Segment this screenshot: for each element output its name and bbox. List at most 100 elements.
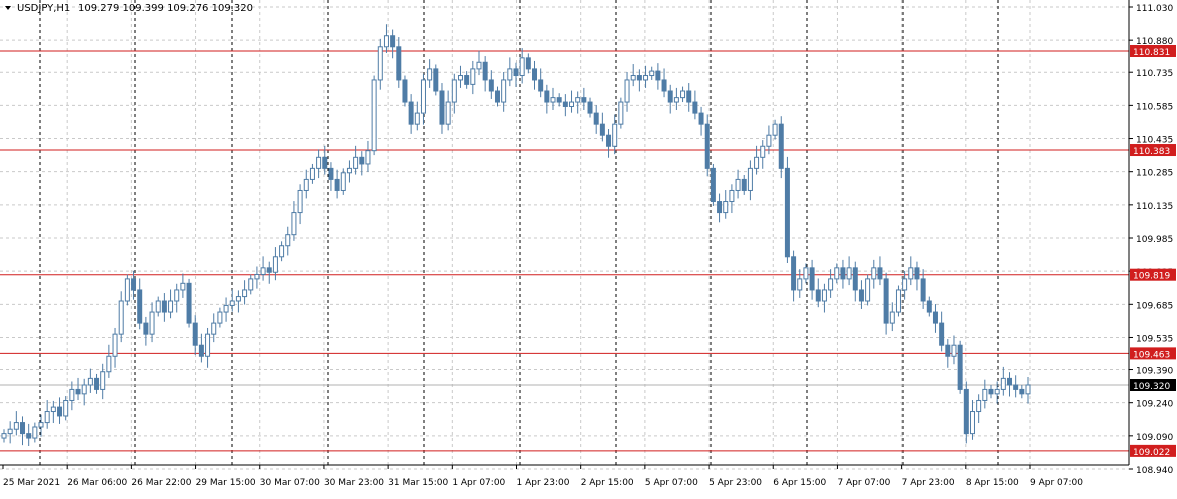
candle-body <box>445 101 451 125</box>
candle-body <box>661 79 667 92</box>
candle-body <box>285 234 291 247</box>
candle-body <box>420 79 426 114</box>
candles <box>1 24 1031 447</box>
price-labels: 110.831 110.383 109.819 109.463 109.022 109.3… <box>1130 44 1176 458</box>
candle-body <box>303 178 309 191</box>
candle-body <box>957 344 963 390</box>
candle-body <box>840 267 846 280</box>
candle-body <box>729 189 735 203</box>
candle-body <box>322 156 328 169</box>
candle-body <box>550 97 556 103</box>
candle-body <box>667 90 673 103</box>
candle-body <box>57 406 63 417</box>
candle-body <box>427 68 433 81</box>
candle-body <box>680 90 686 99</box>
candle-body <box>587 101 593 114</box>
level-label-bg <box>1130 347 1176 360</box>
candle-body <box>618 101 624 125</box>
candle-body <box>482 61 488 81</box>
candle-body <box>556 97 562 103</box>
candle-body <box>939 322 945 346</box>
candle-body <box>914 267 920 280</box>
candle-body <box>532 68 538 81</box>
time-tick-label: 26 Mar 06:00 <box>67 478 127 488</box>
candle-body <box>698 112 704 125</box>
candle-body <box>686 90 692 103</box>
price-tick-label: 110.735 <box>1136 69 1173 79</box>
candle-body <box>945 344 951 357</box>
candle-body <box>32 426 38 439</box>
time-tick-label: 29 Mar 15:00 <box>196 478 256 488</box>
candle-body <box>81 384 87 395</box>
candle-body <box>371 79 377 152</box>
candle-body <box>488 79 494 92</box>
level-label: 109.022 <box>1133 448 1170 458</box>
candle-body <box>414 112 420 125</box>
time-tick-label: 26 Mar 22:00 <box>131 478 191 488</box>
price-tick-label: 109.240 <box>1136 400 1173 410</box>
price-tick-label: 109.390 <box>1136 367 1173 377</box>
candle-body <box>266 267 272 273</box>
candle-body <box>149 311 155 335</box>
candle-body <box>155 300 161 313</box>
candle-body <box>704 123 710 169</box>
time-tick-label: 30 Mar 23:00 <box>324 478 384 488</box>
candle-body <box>433 68 439 92</box>
candle-body <box>457 75 463 81</box>
candle-body <box>26 433 32 439</box>
candle-body <box>507 68 513 81</box>
candle-body <box>877 267 883 280</box>
candle-body <box>470 68 476 85</box>
price-tick-label: 110.880 <box>1136 37 1173 47</box>
level-label-bg <box>1130 144 1176 157</box>
candle-body <box>754 156 760 169</box>
candle-body <box>106 355 112 373</box>
candle-body <box>494 90 500 103</box>
candle-body <box>161 300 167 313</box>
candle-body <box>852 267 858 291</box>
candle-body <box>1025 384 1031 395</box>
candle-body <box>692 101 698 114</box>
candle-body <box>569 101 575 107</box>
symbol-label: USDJPY,H1 <box>17 3 70 14</box>
candle-body <box>994 388 1000 395</box>
candle-body <box>316 156 322 169</box>
price-tick-label: 110.585 <box>1136 102 1173 112</box>
candle-body <box>741 178 747 191</box>
candle-body <box>168 300 174 313</box>
candle-body <box>1013 384 1019 390</box>
candle-body <box>211 322 217 335</box>
price-tick-label: 110.285 <box>1136 169 1173 179</box>
candle-body <box>192 322 198 346</box>
candle-body <box>13 422 19 430</box>
time-tick-label: 5 Apr 23:00 <box>709 478 762 488</box>
ohlc-values: 109.279 109.399 109.276 109.320 <box>78 3 253 14</box>
candle-body <box>396 46 402 81</box>
candle-body <box>229 300 235 306</box>
time-tick-label: 2 Apr 15:00 <box>581 478 634 488</box>
candle-body <box>94 377 100 390</box>
candle-body <box>390 35 396 48</box>
candle-body <box>248 278 254 291</box>
candle-body <box>118 300 124 335</box>
candle-body <box>791 256 797 291</box>
candle-body <box>649 70 655 77</box>
candle-body <box>408 101 414 125</box>
candle-body <box>38 422 44 428</box>
candle-body <box>612 123 618 147</box>
candle-body <box>821 289 827 302</box>
candle-body <box>562 101 568 107</box>
candle-body <box>519 57 525 77</box>
time-axis: 25 Mar 2021 26 Mar 06:00 26 Mar 22:00 29 Ma… <box>2 465 1083 488</box>
candle-body <box>513 68 519 77</box>
candle-body <box>828 278 834 291</box>
candle-body <box>932 311 938 324</box>
price-tick-label: 109.535 <box>1136 334 1173 344</box>
candle-body <box>464 75 470 85</box>
level-label: 110.831 <box>1133 48 1170 58</box>
level-label: 109.819 <box>1133 272 1170 282</box>
time-tick-label: 5 Apr 07:00 <box>645 478 698 488</box>
dropdown-triangle-icon[interactable] <box>5 6 11 10</box>
